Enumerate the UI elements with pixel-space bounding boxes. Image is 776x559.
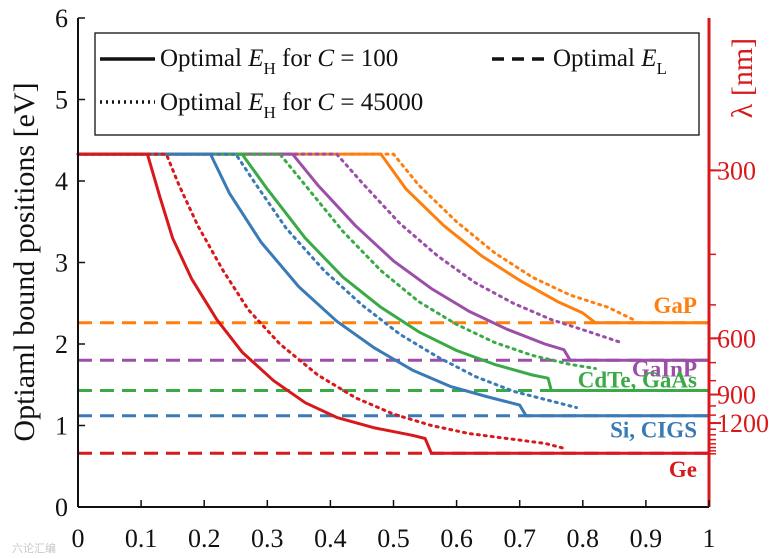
legend-dotted-prefix: Optimal xyxy=(160,89,248,116)
legend: Optimal EH for C = 100 Optimal EH for C … xyxy=(94,32,700,136)
x-tick-label: 0.9 xyxy=(630,524,663,553)
right-tick-label: 900 xyxy=(717,381,756,410)
right-tick-label: 1200 xyxy=(717,409,769,438)
material-label: GaInP xyxy=(632,356,697,381)
material-label: GaP xyxy=(654,293,697,318)
eh-solid-curve xyxy=(78,152,709,325)
eh-solid-curve xyxy=(78,152,709,362)
x-tick-label: 0.4 xyxy=(314,524,347,553)
y-tick-label: 3 xyxy=(55,249,68,278)
legend-dashed-prefix: Optimal xyxy=(553,45,641,72)
legend-dotted-sub: H xyxy=(263,103,275,122)
y-tick-label: 6 xyxy=(55,4,68,33)
x-tick-label: 1 xyxy=(703,524,716,553)
eh-curves xyxy=(76,152,709,455)
legend-solid-cvar: C xyxy=(317,45,334,72)
x-tick-label: 0.6 xyxy=(440,524,473,553)
legend-dashed-label: Optimal EL xyxy=(553,45,667,78)
x-tick-label: 0.8 xyxy=(567,524,600,553)
legend-solid-prefix: Optimal xyxy=(160,45,248,72)
x-tick-label: 0.2 xyxy=(188,524,221,553)
legend-dotted-var: E xyxy=(247,89,263,116)
eh-dotted-curve xyxy=(76,152,635,322)
eh-dotted-curve xyxy=(76,152,597,370)
x-tick-label: 0.1 xyxy=(125,524,158,553)
y-tick-label: 4 xyxy=(55,167,68,196)
watermark: 六论汇编 xyxy=(12,541,56,555)
y-tick-label: 1 xyxy=(55,412,68,441)
y-axis-label: Optiaml bound positions [eV] xyxy=(8,82,41,441)
eh-solid-curve xyxy=(78,152,709,455)
x-tick-label: 0.3 xyxy=(251,524,284,553)
eh-dotted-curve xyxy=(76,152,578,410)
y-tick-label: 2 xyxy=(55,330,68,359)
legend-box xyxy=(94,32,700,136)
x-tick-label: 0.5 xyxy=(377,524,410,553)
legend-solid-eq: = 100 xyxy=(334,45,398,72)
material-label: Si, CIGS xyxy=(610,418,697,443)
legend-dotted-label: Optimal EH for C = 45000 xyxy=(160,89,423,122)
right-tick-label: 600 xyxy=(717,324,756,353)
x-tick-label: 0.7 xyxy=(503,524,536,553)
right-axis-label: λ [nm] xyxy=(726,38,759,118)
x-ticks: 0 0.1 0.2 0.3 0.4 0.5 0.6 0.7 0.8 0.9 1 xyxy=(72,500,716,553)
legend-solid-label: Optimal EH for C = 100 xyxy=(160,45,398,78)
legend-dotted-mid: for xyxy=(276,89,318,116)
eh-solid-curve xyxy=(78,152,709,392)
legend-dotted-cvar: C xyxy=(317,89,334,116)
eh-solid-curve xyxy=(78,152,709,418)
right-tick-label: 300 xyxy=(717,156,756,185)
legend-dashed-var: E xyxy=(640,45,656,72)
legend-dashed-sub: L xyxy=(656,59,666,78)
y-tick-label: 0 xyxy=(55,493,68,522)
material-label: CdTe, GaAs xyxy=(578,367,697,392)
x-tick-label: 0 xyxy=(72,524,85,553)
y-tick-label: 5 xyxy=(55,86,68,115)
legend-dotted-eq: = 45000 xyxy=(334,89,423,116)
legend-solid-var: E xyxy=(247,45,263,72)
legend-solid-mid: for xyxy=(276,45,318,72)
material-label: Ge xyxy=(669,457,697,482)
eh-dotted-curve xyxy=(76,152,566,450)
legend-solid-sub: H xyxy=(263,59,275,78)
y-ticks: 0 1 2 3 4 5 6 xyxy=(55,4,85,522)
eh-dotted-curve xyxy=(76,152,623,344)
